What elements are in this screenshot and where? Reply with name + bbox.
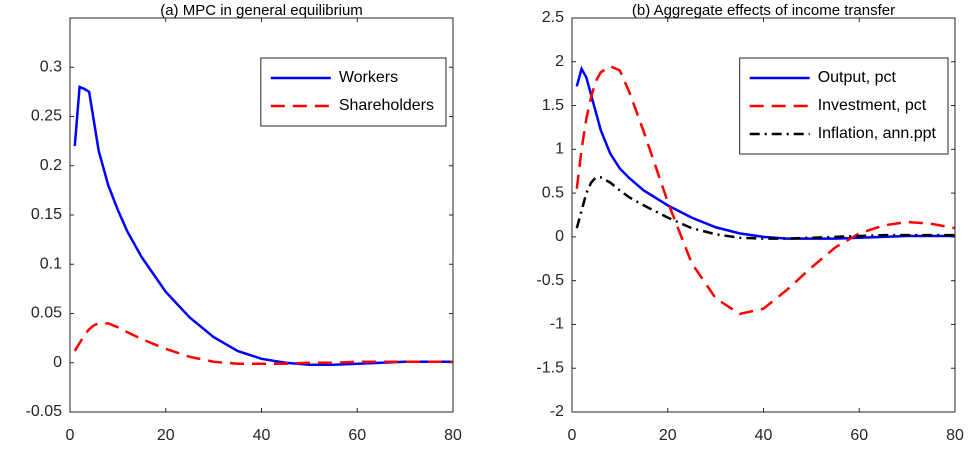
legend: Workers Shareholders [260, 57, 447, 127]
y-tick-label: 0.25 [31, 108, 62, 125]
series-line [73, 85, 453, 366]
legend-label: Investment, pct [818, 97, 927, 114]
y-tick-label: 0.5 [542, 184, 564, 201]
y-tick-label: 2 [555, 53, 564, 70]
x-tick-label: 60 [348, 427, 366, 444]
y-tick-label: 0.1 [40, 255, 62, 272]
y-tick-label: 0 [555, 228, 564, 245]
axes-frame [69, 17, 454, 413]
series-line [575, 64, 956, 316]
axes-frame [571, 17, 956, 413]
legend-label: Inflation, ann.ppt [818, 125, 937, 142]
series-line [73, 322, 453, 365]
y-tick-label: 0.05 [31, 305, 62, 322]
y-tick-label: -1.5 [536, 359, 564, 376]
legend-label: Workers [339, 69, 398, 86]
x-tick-label: 40 [755, 427, 773, 444]
y-tick-label: -0.5 [536, 272, 564, 289]
x-tick-label: 20 [157, 427, 175, 444]
y-tick-label: 0.2 [40, 157, 62, 174]
x-tick-label: 20 [659, 427, 677, 444]
x-tick-label: 40 [253, 427, 271, 444]
x-tick-label: 60 [850, 427, 868, 444]
y-tick-label: -0.05 [26, 403, 63, 420]
x-tick-label: 80 [444, 427, 462, 444]
y-tick-label: 0 [53, 354, 62, 371]
x-tick-label: 0 [66, 427, 75, 444]
legend-label: Output, pct [818, 69, 897, 86]
series-line [575, 176, 955, 240]
y-tick-label: -1 [550, 316, 564, 333]
x-tick-label: 0 [568, 427, 577, 444]
legend-box [260, 57, 447, 127]
legend-label: Shareholders [339, 97, 434, 114]
x-tick-label: 80 [946, 427, 964, 444]
chart-title: (b) Aggregate effects of income transfer [632, 2, 895, 19]
y-tick-label: 1 [555, 141, 564, 158]
y-tick-label: 1.5 [542, 97, 564, 114]
series-line [575, 65, 955, 240]
y-tick-label: 0.15 [31, 206, 62, 223]
y-tick-label: 0.3 [40, 58, 62, 75]
y-tick-label: -2 [550, 403, 564, 420]
y-tick-label: 2.5 [542, 9, 564, 26]
chart-title: (a) MPC in general equilibrium [160, 2, 363, 19]
legend: Output, pct Investment, pct Inflation, ann… [739, 57, 949, 155]
